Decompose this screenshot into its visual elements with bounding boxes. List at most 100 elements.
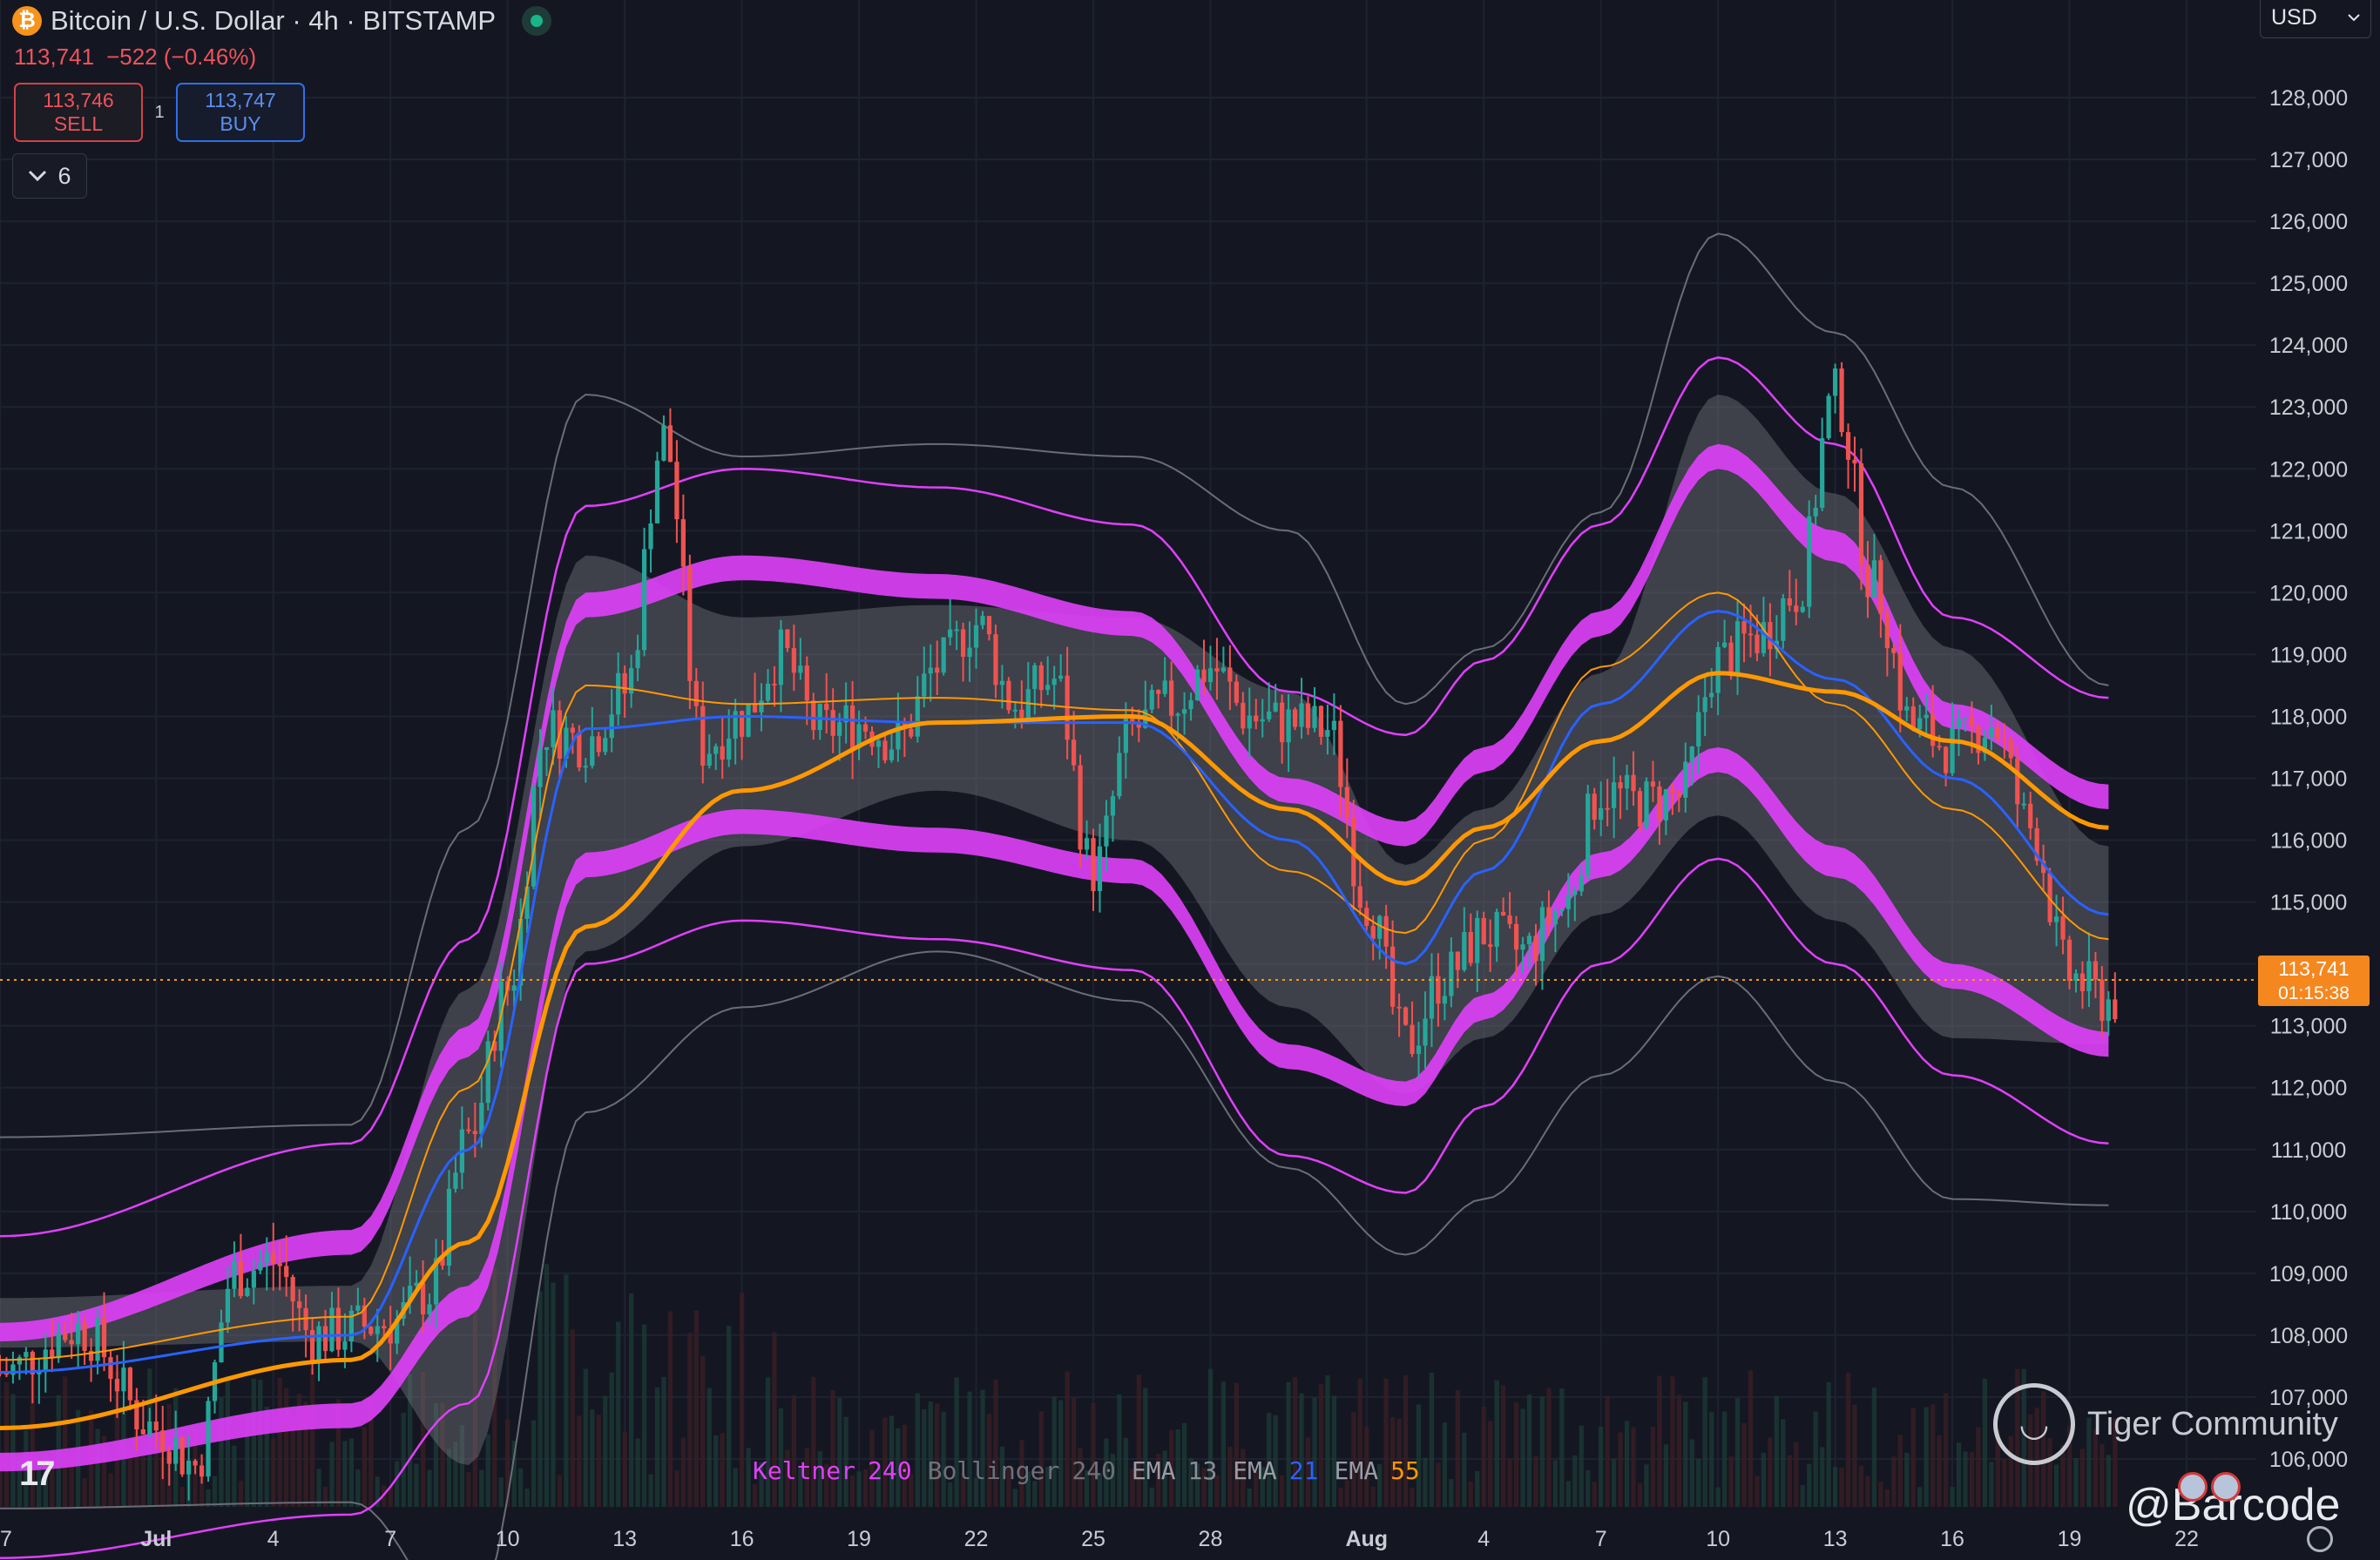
price-tick-label: 112,000 bbox=[2270, 1077, 2348, 1101]
buy-button[interactable]: 113,747 BUY bbox=[176, 83, 305, 142]
price-change-pct: (−0.46%) bbox=[163, 44, 257, 70]
volume-bar bbox=[778, 1408, 784, 1507]
candle-body bbox=[10, 1364, 16, 1375]
candle-body bbox=[1305, 703, 1311, 728]
legend-keltner[interactable]: Keltner 240 bbox=[753, 1456, 912, 1485]
candle-body bbox=[1247, 715, 1252, 729]
candle-body bbox=[1526, 935, 1532, 945]
candle-body bbox=[759, 700, 764, 712]
volume-bar bbox=[271, 1438, 276, 1507]
candle-body bbox=[127, 1368, 133, 1401]
candle-body bbox=[687, 566, 693, 681]
market-open-icon[interactable] bbox=[522, 6, 552, 36]
candle-body bbox=[2060, 916, 2066, 940]
legend-ema55[interactable]: EMA 55 bbox=[1334, 1456, 1419, 1485]
volume-bar bbox=[551, 1282, 556, 1507]
volume-bar bbox=[1800, 1485, 1805, 1507]
us-flag-icon[interactable] bbox=[2178, 1472, 2208, 1502]
legend-bollinger[interactable]: Bollinger 240 bbox=[928, 1456, 1116, 1485]
candle-body bbox=[518, 918, 524, 986]
candle-body bbox=[1631, 774, 1636, 792]
currency-select[interactable]: USD bbox=[2260, 0, 2371, 38]
time-axis[interactable]: 27 Jul 4 7 10 13 16 19 22 25 28 Aug 4 7 10 13 16 19 22 bbox=[0, 1527, 2199, 1551]
volume-bar bbox=[414, 1463, 419, 1507]
candle-body bbox=[1097, 846, 1103, 892]
volume-bar bbox=[849, 1475, 855, 1507]
volume-bar bbox=[1904, 1452, 1910, 1507]
candle-body bbox=[1436, 976, 1441, 1004]
volume-bar bbox=[1748, 1370, 1754, 1507]
symbol-header[interactable]: ₿ Bitcoin / U.S. Dollar · 4h · BITSTAMP bbox=[12, 5, 552, 37]
volume-bar bbox=[1110, 1454, 1116, 1507]
candle-body bbox=[570, 727, 575, 733]
volume-bar bbox=[1637, 1482, 1643, 1507]
candle-body bbox=[1787, 598, 1792, 606]
volume-bar bbox=[1845, 1373, 1851, 1507]
price-tag bbox=[2258, 956, 2370, 1007]
volume-bar bbox=[1924, 1407, 1929, 1507]
candle-body bbox=[772, 683, 777, 685]
volume-bar bbox=[896, 1428, 901, 1507]
candle-body bbox=[1357, 886, 1362, 908]
candle-body bbox=[843, 705, 849, 723]
candle-body bbox=[882, 740, 888, 761]
symbol-title[interactable]: Bitcoin / U.S. Dollar · 4h · BITSTAMP bbox=[51, 5, 497, 36]
candle-body bbox=[153, 1422, 159, 1431]
candle-body bbox=[551, 710, 556, 747]
legend-ema13[interactable]: EMA 13 bbox=[1132, 1456, 1217, 1485]
candle-body bbox=[1781, 598, 1786, 641]
candle-body bbox=[1858, 463, 1864, 565]
volume-bar bbox=[1734, 1398, 1741, 1507]
volume-bar bbox=[1305, 1437, 1311, 1507]
price-axis[interactable]: 128,000 127,000 126,000 125,000 124,000 123,0… bbox=[2258, 86, 2370, 1472]
candle-body bbox=[1488, 944, 1493, 948]
volume-bar bbox=[518, 1468, 524, 1507]
candle-body bbox=[82, 1323, 87, 1352]
candle-body bbox=[1410, 1024, 1415, 1054]
volume-bar bbox=[1520, 1408, 1525, 1507]
volume-bar bbox=[1683, 1401, 1688, 1507]
tradingview-logo-icon[interactable]: 17 bbox=[19, 1455, 55, 1493]
volume-bar bbox=[538, 1291, 543, 1507]
candle-body bbox=[427, 1304, 432, 1314]
candle-body bbox=[492, 1041, 497, 1051]
volume-bar bbox=[277, 1377, 282, 1507]
volume-bar bbox=[1207, 1368, 1214, 1507]
volume-bar bbox=[1858, 1465, 1864, 1507]
us-flag-icon[interactable] bbox=[2211, 1472, 2241, 1502]
candle-body bbox=[1924, 714, 1929, 719]
indicator-legend[interactable]: Keltner 240 Bollinger 240 EMA 13 EMA 21 EMA 5… bbox=[753, 1456, 1420, 1485]
candle-body bbox=[453, 1172, 458, 1189]
price-tick-label: 125,000 bbox=[2269, 272, 2348, 296]
candle-body bbox=[1989, 726, 1994, 738]
candle-body bbox=[1117, 753, 1122, 797]
volume-bar bbox=[1143, 1388, 1148, 1507]
candle-body bbox=[876, 740, 882, 747]
candle-body bbox=[1104, 815, 1109, 847]
candle-body bbox=[531, 787, 537, 887]
candle-body bbox=[1162, 680, 1167, 694]
sell-button[interactable]: 113,746 SELL bbox=[14, 83, 143, 142]
legend-ema21[interactable]: EMA 21 bbox=[1233, 1456, 1318, 1485]
legend-value: 13 bbox=[1187, 1456, 1218, 1485]
candle-body bbox=[362, 1305, 367, 1327]
legend-name: Keltner bbox=[753, 1456, 856, 1485]
volume-bar bbox=[362, 1427, 367, 1507]
indicators-toggle[interactable]: 6 bbox=[12, 153, 87, 199]
time-tick-label: 27 bbox=[0, 1527, 12, 1551]
volume-bar bbox=[2060, 1444, 2066, 1507]
candle-body bbox=[1019, 709, 1024, 718]
candle-body bbox=[1175, 713, 1180, 716]
volume-bar bbox=[798, 1468, 803, 1507]
indicator-lines bbox=[0, 591, 2109, 1430]
order-quantity[interactable]: 1 bbox=[154, 102, 165, 122]
candle-body bbox=[238, 1260, 244, 1296]
volume-bar bbox=[1162, 1450, 1167, 1507]
candle-body bbox=[1201, 669, 1207, 683]
volume-bar bbox=[355, 1469, 361, 1507]
volume-bar bbox=[1781, 1419, 1786, 1507]
candle-body bbox=[1852, 459, 1857, 463]
events-flags[interactable] bbox=[2178, 1472, 2241, 1502]
settings-gear-icon[interactable] bbox=[2307, 1526, 2333, 1552]
